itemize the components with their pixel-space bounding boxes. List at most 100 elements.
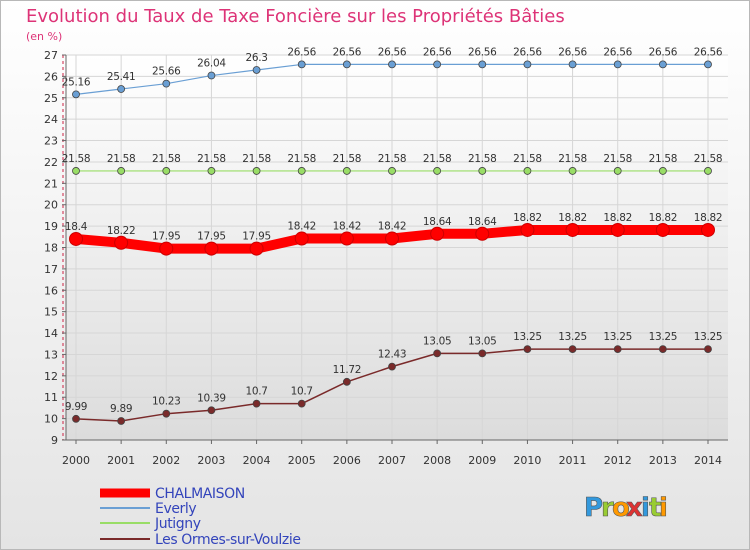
point-jutigny-2005 [297,167,306,175]
legend-label-les-ormes-sur-voulzie: Les Ormes-sur-Voulzie [155,532,301,548]
brand-letter-0: P [584,493,603,523]
point-les-ormes-sur-voulzie-2001 [117,417,126,425]
point-les-ormes-sur-voulzie-2002 [162,409,171,418]
point-les-ormes-sur-voulzie-2009 [478,349,487,358]
data-label-jutigny-2003: 21.58 [197,153,226,165]
data-label-chalmaison-2012: 18.82 [603,212,632,224]
x-tick-label-2005: 2005 [288,454,316,467]
data-label-chalmaison-2010: 18.82 [513,212,542,224]
data-label-everly-2004: 26.3 [245,52,267,64]
point-chalmaison-2010 [520,222,535,237]
data-label-les-ormes-sur-voulzie-2006: 11.72 [333,364,362,376]
x-tick-label-2002: 2002 [152,454,180,467]
point-chalmaison-2007 [385,231,399,246]
data-label-chalmaison-2004: 17.95 [242,231,271,243]
point-chalmaison-2001 [114,235,129,250]
data-label-everly-2012: 26.56 [603,46,632,58]
point-les-ormes-sur-voulzie-2010 [523,345,532,353]
x-tick-label-2012: 2012 [604,454,632,467]
point-everly-2000 [72,90,80,99]
point-jutigny-2004 [252,167,261,175]
y-tick-label-14: 14 [44,327,58,340]
data-label-jutigny-2002: 21.58 [152,153,181,165]
y-tick-label-22: 22 [44,156,58,169]
y-tick-label-16: 16 [44,284,58,297]
point-chalmaison-2012 [610,222,625,237]
point-everly-2005 [297,60,306,69]
data-label-jutigny-2013: 21.58 [649,153,678,165]
point-everly-2014 [704,60,712,69]
point-everly-2007 [388,60,396,69]
data-label-les-ormes-sur-voulzie-2005: 10.7 [291,386,313,398]
brand-letter-3: x [626,493,643,523]
x-tick-label-2008: 2008 [423,454,451,467]
data-label-les-ormes-sur-voulzie-2014: 13.25 [694,331,723,343]
y-tick-label-21: 21 [44,177,58,190]
point-chalmaison-2002 [159,241,174,256]
data-label-chalmaison-2007: 18.42 [378,221,407,233]
y-tick-label-15: 15 [44,306,58,319]
x-tick-label-2004: 2004 [243,454,271,467]
point-les-ormes-sur-voulzie-2014 [704,345,712,353]
y-tick-label-10: 10 [44,413,58,426]
y-tick-label-11: 11 [44,391,58,404]
point-jutigny-2006 [342,167,351,175]
x-tick-label-2009: 2009 [468,454,496,467]
y-tick-label-13: 13 [44,348,58,361]
point-everly-2010 [523,60,532,69]
data-label-everly-2005: 26.56 [287,46,316,58]
y-tick-label-26: 26 [44,70,58,83]
point-everly-2013 [658,60,667,69]
point-everly-2009 [478,60,487,69]
data-label-everly-2009: 26.56 [468,46,497,58]
data-label-chalmaison-2003: 17.95 [197,231,226,243]
data-label-les-ormes-sur-voulzie-2004: 10.7 [245,386,267,398]
x-tick-label-2014: 2014 [694,454,722,467]
point-jutigny-2013 [658,167,667,175]
data-label-les-ormes-sur-voulzie-2000: 9.99 [65,401,87,413]
point-chalmaison-2008 [430,226,445,241]
data-label-les-ormes-sur-voulzie-2011: 13.25 [558,331,587,343]
y-tick-label-19: 19 [44,220,58,233]
data-label-chalmaison-2002: 17.95 [152,231,181,243]
data-label-everly-2013: 26.56 [649,46,678,58]
x-tick-label-2000: 2000 [62,454,90,467]
y-tick-label-23: 23 [44,135,58,148]
brand-letter-1: r [601,493,614,523]
y-tick-label-9: 9 [51,434,58,447]
y-tick-label-17: 17 [44,263,58,276]
point-everly-2002 [162,79,171,88]
x-tick-label-2001: 2001 [107,454,135,467]
point-jutigny-2003 [207,167,216,175]
data-label-jutigny-2001: 21.58 [107,153,136,165]
series-les-ormes-sur-voulzie: 9.99 9.89 10.23 10.39 10.7 10.7 11.72 12.43 13.0… [65,331,723,425]
point-chalmaison-2000 [69,231,83,246]
brand-letter-6: i [659,493,668,523]
point-les-ormes-sur-voulzie-2007 [388,362,396,371]
y-tick-label-18: 18 [44,242,58,255]
point-les-ormes-sur-voulzie-2008 [433,349,442,358]
series-chalmaison: 18.4 18.22 17.95 17.95 17.95 18.42 18.42 18.42 1… [65,212,723,256]
data-label-les-ormes-sur-voulzie-2007: 12.43 [378,349,407,361]
x-tick-label-2007: 2007 [378,454,406,467]
data-label-everly-2007: 26.56 [378,46,407,58]
x-tick-label-2011: 2011 [559,454,587,467]
data-label-les-ormes-sur-voulzie-2012: 13.25 [603,331,632,343]
brand-letter-4: i [641,493,650,523]
data-label-chalmaison-2008: 18.64 [423,216,452,228]
x-tick-label-2013: 2013 [649,454,677,467]
chart-subtitle: (en %) [26,30,62,43]
legend-label-everly: Everly [155,501,196,517]
point-chalmaison-2011 [565,222,580,237]
point-chalmaison-2014 [701,222,715,237]
data-label-les-ormes-sur-voulzie-2010: 13.25 [513,331,542,343]
data-label-les-ormes-sur-voulzie-2008: 13.05 [423,335,452,347]
data-label-jutigny-2004: 21.58 [242,153,271,165]
point-everly-2008 [433,60,442,69]
data-label-everly-2002: 25.66 [152,66,181,78]
chart-title: Evolution du Taux de Taxe Foncière sur l… [26,6,565,27]
point-chalmaison-2006 [339,231,354,246]
